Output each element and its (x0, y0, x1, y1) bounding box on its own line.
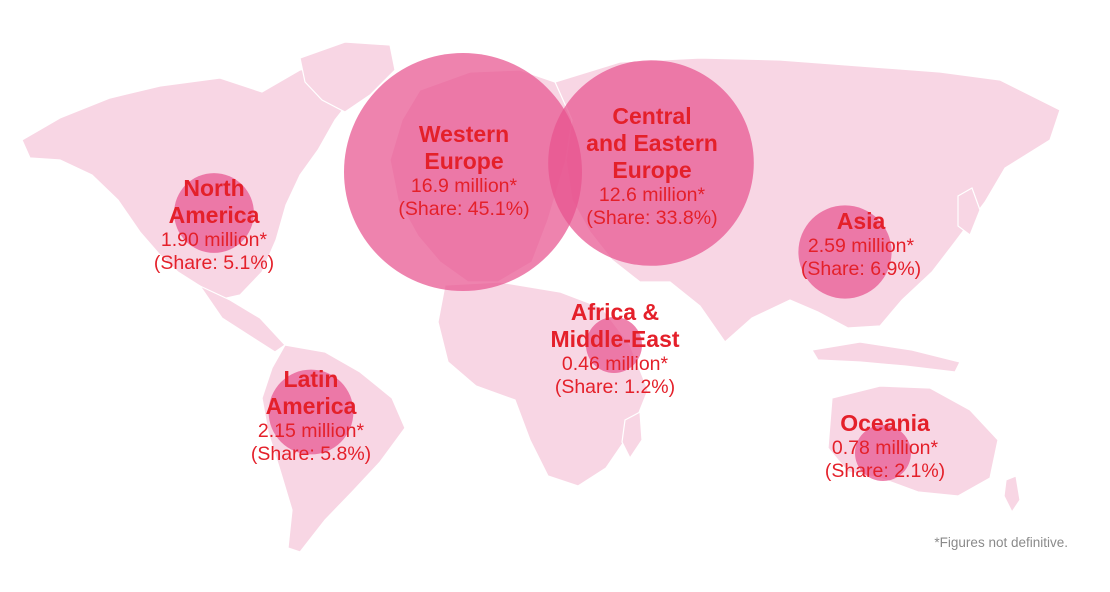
land-new-zealand (1003, 475, 1021, 514)
bubble-latin-america (268, 369, 354, 455)
region-name: Oceania (840, 410, 930, 436)
region-oceania: Oceania 0.78 million* (Share: 2.1%) (825, 410, 945, 483)
region-value: 1.90 million* (160, 229, 268, 252)
bubble-north-america (174, 173, 254, 253)
region-share: (Share: 33.8%) (586, 207, 718, 230)
region-name: North America (168, 175, 260, 229)
region-name: Asia (836, 208, 886, 234)
region-name: Central and Eastern Europe (586, 103, 718, 184)
region-africa-middle-east: Africa & Middle-East 0.46 million* (Share… (550, 299, 679, 399)
land-central-america (198, 284, 286, 353)
bubble-asia (798, 205, 892, 299)
land-greenland (299, 41, 396, 113)
region-value: 2.15 million* (257, 420, 365, 443)
footnote: *Figures not definitive. (934, 535, 1068, 550)
region-central-eastern-europe: Central and Eastern Europe 12.6 million* (… (586, 103, 718, 230)
bubble-western-europe (344, 53, 582, 291)
land-japan (957, 187, 981, 236)
region-share: (Share: 2.1%) (824, 460, 946, 483)
region-value: 0.78 million* (831, 437, 939, 460)
region-value: 2.59 million* (807, 235, 915, 258)
region-western-europe: Western Europe 16.9 million* (Share: 45.1… (398, 121, 529, 221)
region-name: Western Europe (418, 121, 510, 175)
region-share: (Share: 45.1%) (398, 198, 530, 221)
bubble-central-eastern-europe (548, 60, 754, 266)
region-share: (Share: 5.1%) (153, 252, 275, 275)
region-share: (Share: 1.2%) (554, 376, 676, 399)
land-madagascar (621, 411, 643, 460)
bubble-oceania (855, 425, 911, 481)
region-share: (Share: 6.9%) (800, 258, 922, 281)
region-share: (Share: 5.8%) (250, 443, 372, 466)
bubble-africa-middle-east (586, 317, 642, 373)
region-name: Latin America (265, 366, 357, 420)
region-north-america: North America 1.90 million* (Share: 5.1%) (154, 175, 274, 275)
region-value: 16.9 million* (410, 175, 518, 198)
land-indonesia (811, 341, 961, 373)
region-value: 12.6 million* (598, 184, 706, 207)
region-name: Africa & Middle-East (550, 299, 680, 353)
region-asia: Asia 2.59 million* (Share: 6.9%) (801, 208, 921, 281)
region-value: 0.46 million* (561, 353, 669, 376)
region-bubbles (174, 53, 911, 481)
region-latin-america: Latin America 2.15 million* (Share: 5.8%) (251, 366, 371, 466)
